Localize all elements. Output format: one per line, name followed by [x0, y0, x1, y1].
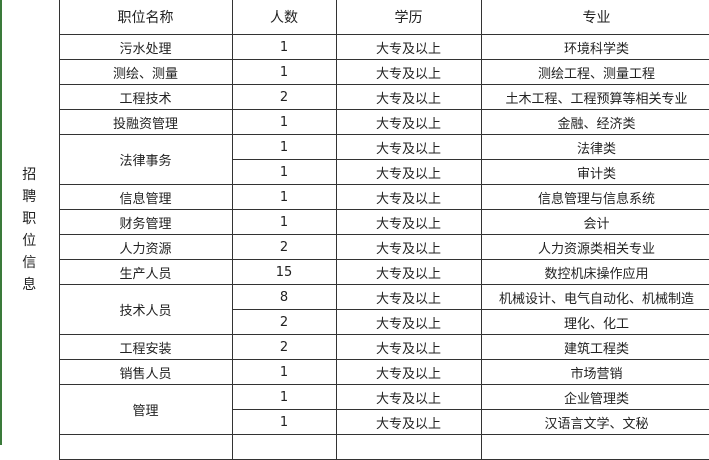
education-cell: 大专及以上: [335, 109, 482, 135]
major-cell: 汉语言文学、文秘: [480, 409, 709, 435]
position-cell: 投融资管理: [58, 109, 233, 135]
header-count: 人数: [231, 0, 337, 35]
major-cell: 土木工程、工程预算等相关专业: [480, 84, 709, 110]
education-cell: 大专及以上: [335, 234, 482, 260]
position-cell: 工程安装: [58, 334, 233, 360]
major-cell: 信息管理与信息系统: [480, 184, 709, 210]
position-cell: 污水处理: [58, 34, 233, 60]
position-cell: 技术人员: [58, 284, 233, 335]
major-cell: 金融、经济类: [480, 109, 709, 135]
empty-cell: [231, 434, 337, 460]
table-row: 法律事务 1 大专及以上 法律类: [0, 134, 709, 185]
major-cell: 环境科学类: [480, 34, 709, 60]
table-row: 技术人员 8 大专及以上 机械设计、电气自动化、机械制造: [0, 284, 709, 335]
education-cell: 大专及以上: [335, 359, 482, 385]
education-cell: 大专及以上: [335, 409, 482, 435]
position-cell: 管理: [58, 384, 233, 435]
position-cell: 法律事务: [58, 134, 233, 185]
table-row: 销售人员 1 大专及以上 市场营销: [0, 359, 709, 385]
empty-cell: [335, 434, 482, 460]
education-cell: 大专及以上: [335, 384, 482, 410]
table-row: 投融资管理 1 大专及以上 金融、经济类: [0, 109, 709, 135]
position-cell: 财务管理: [58, 209, 233, 235]
major-cell: 审计类: [480, 159, 709, 185]
count-cell: 1: [231, 134, 337, 160]
major-cell: 理化、化工: [480, 309, 709, 335]
education-cell: 大专及以上: [335, 309, 482, 335]
major-cell: 会计: [480, 209, 709, 235]
education-cell: 大专及以上: [335, 334, 482, 360]
major-cell: 建筑工程类: [480, 334, 709, 360]
major-cell: 数控机床操作应用: [480, 259, 709, 285]
section-label: 招聘职位信息: [22, 166, 37, 293]
table-row: 1 大专及以上 汉语言文学、文秘: [0, 409, 709, 435]
header-education: 学历: [335, 0, 482, 35]
count-cell: 1: [231, 109, 337, 135]
position-cell: 人力资源: [58, 234, 233, 260]
education-cell: 大专及以上: [335, 259, 482, 285]
count-cell: 2: [231, 84, 337, 110]
education-cell: 大专及以上: [335, 209, 482, 235]
major-cell: 法律类: [480, 134, 709, 160]
major-cell: 人力资源类相关专业: [480, 234, 709, 260]
header-major: 专业: [480, 0, 709, 35]
count-cell: 1: [231, 59, 337, 85]
count-cell: 1: [231, 159, 337, 185]
table-row: 工程技术 2 大专及以上 土木工程、工程预算等相关专业: [0, 84, 709, 110]
position-cell: 生产人员: [58, 259, 233, 285]
count-cell: 8: [231, 284, 337, 310]
education-cell: 大专及以上: [335, 184, 482, 210]
education-cell: 大专及以上: [335, 84, 482, 110]
count-cell: 1: [231, 359, 337, 385]
count-cell: 2: [231, 334, 337, 360]
major-cell: 测绘工程、测量工程: [480, 59, 709, 85]
table-row: 生产人员 15 大专及以上 数控机床操作应用: [0, 259, 709, 285]
major-cell: 企业管理类: [480, 384, 709, 410]
education-cell: 大专及以上: [335, 34, 482, 60]
section-label-cell: 招聘职位信息: [0, 0, 60, 460]
major-cell: 机械设计、电气自动化、机械制造: [480, 284, 709, 310]
education-cell: 大专及以上: [335, 134, 482, 160]
count-cell: 1: [231, 34, 337, 60]
table-row: 财务管理 1 大专及以上 会计: [0, 209, 709, 235]
position-cell: 信息管理: [58, 184, 233, 210]
position-cell: 测绘、测量: [58, 59, 233, 85]
table-row: 人力资源 2 大专及以上 人力资源类相关专业: [0, 234, 709, 260]
education-cell: 大专及以上: [335, 284, 482, 310]
education-cell: 大专及以上: [335, 59, 482, 85]
education-cell: 大专及以上: [335, 159, 482, 185]
count-cell: 2: [231, 309, 337, 335]
table-row: 管理 1 大专及以上 企业管理类: [0, 384, 709, 435]
table-row: 信息管理 1 大专及以上 信息管理与信息系统: [0, 184, 709, 210]
table-row: 1 大专及以上 审计类: [0, 159, 709, 185]
count-cell: 2: [231, 234, 337, 260]
empty-cell: [480, 434, 709, 460]
position-cell: 销售人员: [58, 359, 233, 385]
partial-row: [0, 434, 709, 460]
count-cell: 1: [231, 209, 337, 235]
table-row: 工程安装 2 大专及以上 建筑工程类: [0, 334, 709, 360]
empty-cell: [58, 434, 233, 460]
header-position: 职位名称: [58, 0, 233, 35]
count-cell: 1: [231, 409, 337, 435]
count-cell: 15: [231, 259, 337, 285]
count-cell: 1: [231, 384, 337, 410]
table-row: 测绘、测量 1 大专及以上 测绘工程、测量工程: [0, 59, 709, 85]
major-cell: 市场营销: [480, 359, 709, 385]
table-row: 污水处理 1 大专及以上 环境科学类: [0, 34, 709, 60]
position-cell: 工程技术: [58, 84, 233, 110]
count-cell: 1: [231, 184, 337, 210]
